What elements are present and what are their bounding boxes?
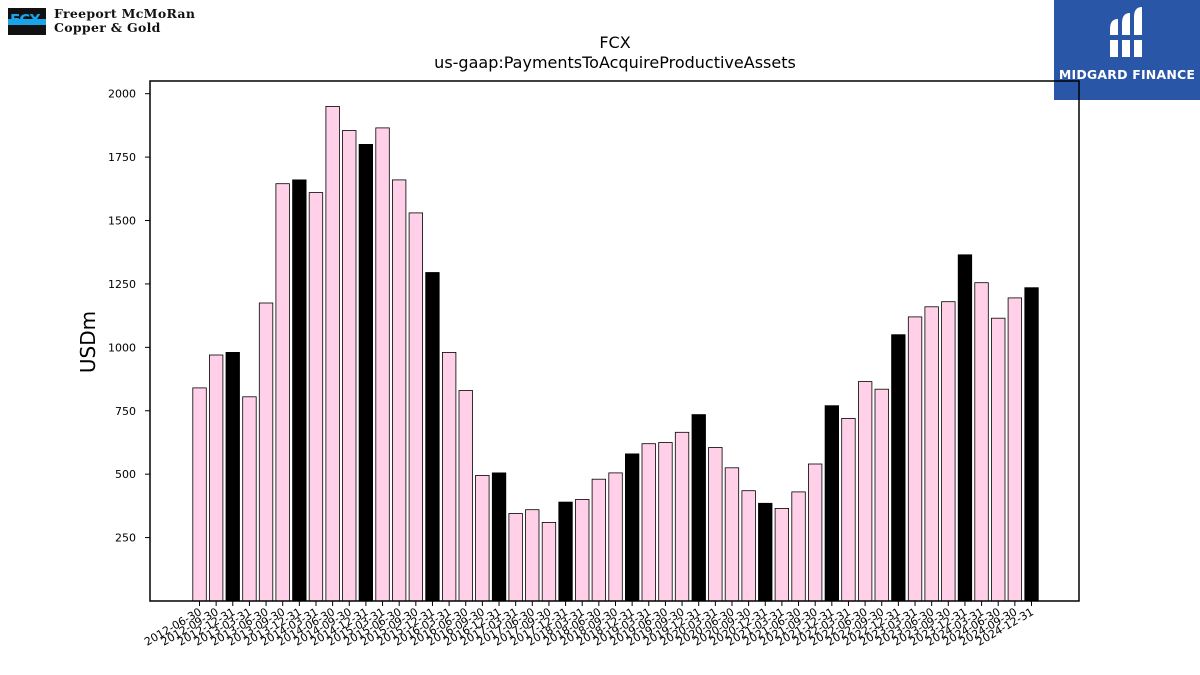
- bar-2014-12-31: [358, 143, 374, 602]
- bar-2016-12-31: [491, 472, 507, 602]
- y-tick-label: 250: [115, 532, 136, 545]
- plot-frame: [149, 80, 1080, 602]
- bar-2018-09-30: [608, 472, 623, 602]
- midgard-brand-text: MIDGARD FINANCE: [1058, 67, 1196, 82]
- bar-2016-06-30: [458, 390, 473, 602]
- bar-2014-09-30: [342, 130, 357, 602]
- bar-2024-12-31: [1024, 287, 1039, 602]
- bar-2023-12-31: [957, 254, 973, 602]
- bar-2013-12-31: [292, 179, 307, 602]
- bars-group: [192, 106, 1039, 602]
- bar-2019-06-30: [658, 442, 673, 602]
- x-axis: 2012-06-302012-09-302012-12-312013-03-31…: [142, 601, 1036, 649]
- bar-2022-06-30: [858, 381, 873, 602]
- y-tick-label: 750: [115, 405, 136, 418]
- bar-2012-09-30: [208, 354, 224, 602]
- bar-2024-09-30: [1007, 297, 1022, 602]
- y-tick-label: 1000: [108, 341, 136, 354]
- y-axis-label: USDm: [76, 311, 100, 373]
- bar-2023-06-30: [924, 306, 939, 602]
- fcx-logo-icon: FCX: [8, 7, 46, 35]
- logo-line-1: Freeport McMoRan: [54, 6, 196, 21]
- freeport-logo: FCX Freeport McMoRan Copper & Gold: [8, 6, 195, 36]
- bar-2016-09-30: [475, 474, 490, 602]
- bar-2013-03-31: [242, 396, 257, 602]
- bar-2012-12-31: [225, 351, 240, 602]
- chart-title: FCX: [599, 33, 630, 52]
- bar-2021-09-30: [808, 463, 823, 602]
- bar-2021-12-31: [824, 405, 839, 602]
- y-tick-label: 1750: [108, 151, 136, 164]
- bar-2017-09-30: [541, 522, 557, 602]
- midgard-glyph-icon: [1106, 7, 1146, 57]
- bar-2021-03-31: [774, 507, 789, 602]
- bar-2013-09-30: [275, 183, 290, 602]
- bar-2018-06-30: [591, 478, 606, 602]
- midgard-logo: MIDGARD FINANCE: [1054, 0, 1200, 100]
- bar-2019-03-31: [641, 443, 656, 602]
- bar-2020-12-31: [758, 502, 773, 602]
- bar-2022-09-30: [874, 388, 889, 602]
- bar-2015-09-30: [408, 212, 424, 602]
- bar-2024-06-30: [991, 317, 1006, 602]
- bar-2022-12-31: [891, 334, 906, 602]
- bar-2015-12-31: [425, 272, 440, 602]
- bar-2021-06-30: [791, 491, 806, 602]
- bar-2014-03-31: [308, 192, 324, 602]
- bar-2019-09-30: [674, 431, 690, 602]
- y-tick-label: 1250: [108, 278, 136, 291]
- bar-2012-06-30: [192, 387, 207, 602]
- chart-subtitle: us-gaap:PaymentsToAcquireProductiveAsset…: [434, 53, 796, 72]
- y-tick-label: 2000: [108, 88, 136, 101]
- bar-2019-12-31: [691, 414, 706, 602]
- y-axis: 250 500 750 1000 1250 1500 1750 2000: [108, 88, 150, 545]
- bar-2023-03-31: [907, 316, 923, 602]
- y-tick-label: 1500: [108, 215, 136, 228]
- bar-2020-03-31: [708, 447, 723, 602]
- logo-line-2: Copper & Gold: [54, 20, 161, 35]
- bar-2017-06-30: [525, 509, 540, 602]
- bar-2020-06-30: [724, 467, 740, 602]
- bar-2016-03-31: [441, 351, 457, 602]
- bar-2023-09-30: [941, 301, 956, 602]
- bar-2024-03-31: [974, 282, 989, 602]
- bar-2015-06-30: [391, 179, 407, 602]
- bar-2013-06-30: [258, 302, 274, 602]
- bar-2018-12-31: [625, 453, 640, 602]
- bar-2015-03-31: [375, 127, 390, 602]
- bar-2017-12-31: [558, 501, 573, 602]
- bar-2014-06-30: [325, 106, 340, 602]
- bar-2020-09-30: [741, 490, 756, 602]
- bar-2017-03-31: [508, 513, 523, 602]
- bar-2018-03-31: [575, 499, 590, 602]
- bar-2022-03-31: [841, 417, 856, 602]
- y-tick-label: 500: [115, 468, 136, 481]
